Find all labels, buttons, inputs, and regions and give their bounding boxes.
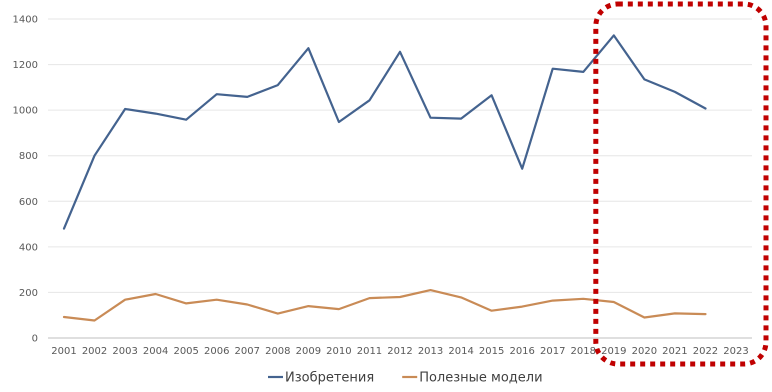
x-tick-label: 2006 — [204, 346, 229, 357]
x-tick-label: 2002 — [82, 346, 107, 357]
y-axis: 0 200 400 600 800 1000 1200 1400 — [13, 15, 38, 345]
y-tick-label: 1400 — [13, 15, 38, 26]
x-tick-label: 2003 — [112, 346, 137, 357]
x-tick-label: 2021 — [662, 346, 687, 357]
x-tick-label: 2020 — [632, 346, 657, 357]
x-tick-label: 2009 — [296, 346, 321, 357]
x-tick-label: 2018 — [571, 346, 596, 357]
y-tick-label: 1000 — [13, 106, 38, 117]
highlight-box-group — [593, 1, 769, 367]
legend: Изобретения Полезные модели — [268, 371, 543, 386]
x-tick-label: 2005 — [173, 346, 198, 357]
highlight-box — [593, 1, 769, 367]
x-tick-label: 2008 — [265, 346, 290, 357]
y-tick-label: 800 — [19, 151, 38, 162]
x-tick-label: 2019 — [601, 346, 626, 357]
legend-label: Изобретения — [285, 371, 374, 386]
x-tick-label: 2013 — [418, 346, 443, 357]
x-tick-label: 2007 — [235, 346, 260, 357]
series-line-utility-models — [62, 289, 707, 322]
y-tick-label: 0 — [32, 334, 38, 345]
series-group — [62, 34, 707, 322]
x-tick-label: 2017 — [540, 346, 565, 357]
x-tick-label: 2010 — [326, 346, 351, 357]
x-tick-label: 2015 — [479, 346, 504, 357]
x-tick-label: 2022 — [693, 346, 718, 357]
x-axis: 2001 2002 2003 2004 2005 2006 2007 2008 2009 2010… — [51, 346, 748, 357]
series-line-inventions — [62, 34, 707, 230]
x-tick-label: 2012 — [387, 346, 412, 357]
y-tick-label: 400 — [19, 242, 38, 253]
x-tick-label: 2014 — [448, 346, 473, 357]
x-tick-label: 2016 — [509, 346, 534, 357]
y-tick-label: 1200 — [13, 60, 38, 71]
y-tick-label: 600 — [19, 197, 38, 208]
x-tick-label: 2023 — [723, 346, 748, 357]
y-tick-label: 200 — [19, 288, 38, 299]
x-tick-label: 2004 — [143, 346, 168, 357]
x-tick-label: 2001 — [51, 346, 76, 357]
legend-label: Полезные модели — [419, 371, 542, 386]
gridlines — [48, 18, 752, 339]
x-tick-label: 2011 — [357, 346, 382, 357]
